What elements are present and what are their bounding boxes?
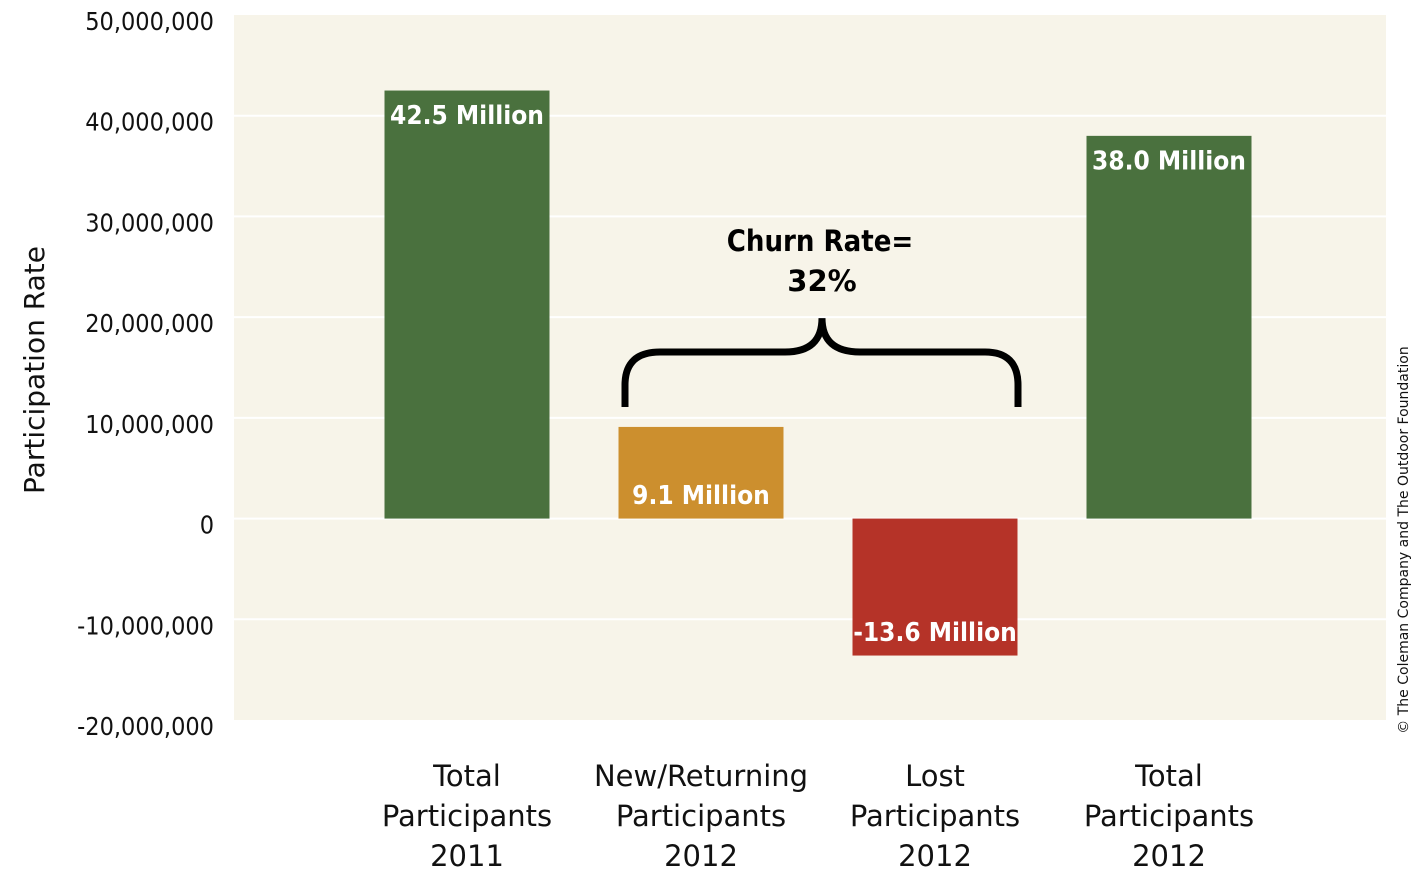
y-axis-label: Participation Rate bbox=[18, 246, 51, 494]
y-tick-label: 0 bbox=[200, 511, 214, 540]
annotation: 32% bbox=[787, 264, 856, 298]
x-tick-label: New/Returning Participants 2012 bbox=[594, 759, 808, 872]
credit: © The Coleman Company and The Outdoor Fo… bbox=[1396, 346, 1412, 733]
value-label: 9.1 Million bbox=[632, 481, 770, 511]
x-tick-label: Lost Participants 2012 bbox=[850, 759, 1020, 872]
x-tick-label: Total Participants 2011 bbox=[382, 759, 552, 872]
bar bbox=[618, 426, 784, 519]
y-tick-label: 40,000,000 bbox=[85, 108, 214, 137]
value-label: 42.5 Million bbox=[390, 101, 544, 131]
bar bbox=[852, 518, 1018, 656]
annotation: Churn Rate= bbox=[727, 224, 914, 258]
y-tick-label: 50,000,000 bbox=[85, 7, 214, 36]
value-label: -13.6 Million bbox=[853, 618, 1017, 648]
value-label: 38.0 Million bbox=[1092, 146, 1246, 176]
y-tick-label: -10,000,000 bbox=[77, 611, 214, 640]
x-tick-label: Total Participants 2012 bbox=[1084, 759, 1254, 872]
bar bbox=[384, 90, 550, 519]
y-tick-label: 30,000,000 bbox=[85, 208, 214, 237]
y-tick-label: 20,000,000 bbox=[85, 309, 214, 338]
bar bbox=[1086, 135, 1252, 519]
y-tick-label: -20,000,000 bbox=[77, 712, 214, 741]
y-tick-label: 10,000,000 bbox=[85, 410, 214, 439]
